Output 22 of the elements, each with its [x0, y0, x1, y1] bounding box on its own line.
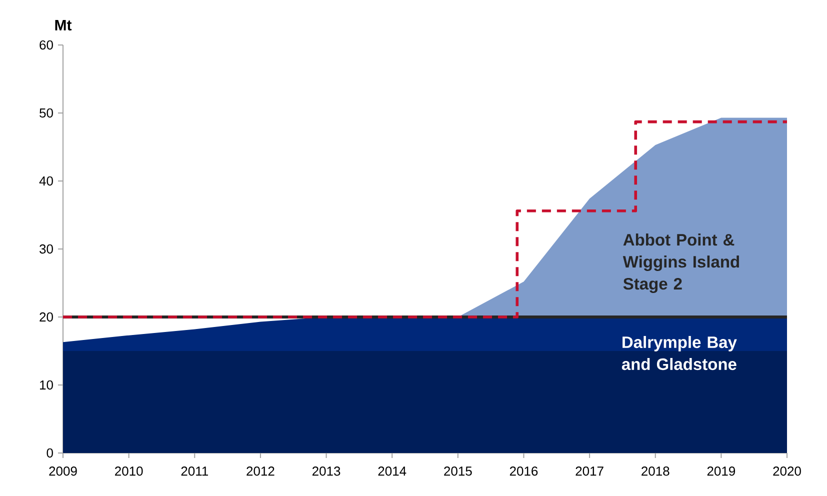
y-tick-label: 20: [40, 312, 53, 322]
y-tick-label: 0: [46, 448, 53, 458]
x-tick-label: 2011: [181, 466, 208, 476]
y-axis-title: Mt: [55, 20, 72, 30]
y-tick-label: 50: [40, 108, 53, 118]
x-tick-label: 2015: [444, 466, 472, 476]
x-tick-label: 2010: [115, 466, 143, 476]
y-tick-label: 30: [40, 244, 53, 254]
x-tick-label: 2012: [246, 466, 274, 476]
x-tick-label: 2013: [312, 466, 340, 476]
y-tick-label: 60: [40, 40, 53, 50]
series-label: Dalrymple Bay and Gladstone: [622, 336, 737, 370]
x-tick-label: 2014: [378, 466, 406, 476]
y-tick-label: 40: [39, 176, 53, 186]
x-tick-label: 2018: [642, 466, 670, 476]
x-tick-label: 2016: [510, 466, 538, 476]
series-label: Abbot Point & Wiggins Island Stage 2: [622, 234, 739, 293]
y-tick-label: 10: [40, 380, 53, 390]
x-tick-label: 2020: [773, 466, 801, 476]
x-tick-label: 2019: [707, 466, 736, 476]
x-tick-label: 2017: [576, 466, 604, 476]
x-tick-label: 2009: [49, 466, 77, 476]
